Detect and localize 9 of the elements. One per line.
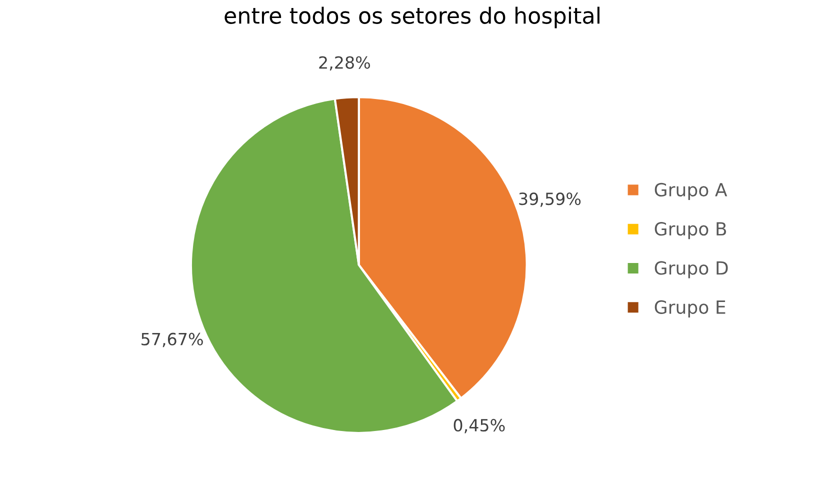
legend-label: Grupo E <box>654 300 726 318</box>
data-label: 57,67% <box>142 332 203 348</box>
data-label: 39,59% <box>519 192 581 207</box>
legend-label: Grupo B <box>654 222 726 240</box>
legend-label: Grupo A <box>654 182 728 200</box>
legend-label: Grupo D <box>654 261 728 278</box>
data-label: 2,28% <box>319 56 370 71</box>
data-label: 0,45% <box>454 418 505 434</box>
chart-title: entre todos os setores do hospital <box>224 6 600 28</box>
